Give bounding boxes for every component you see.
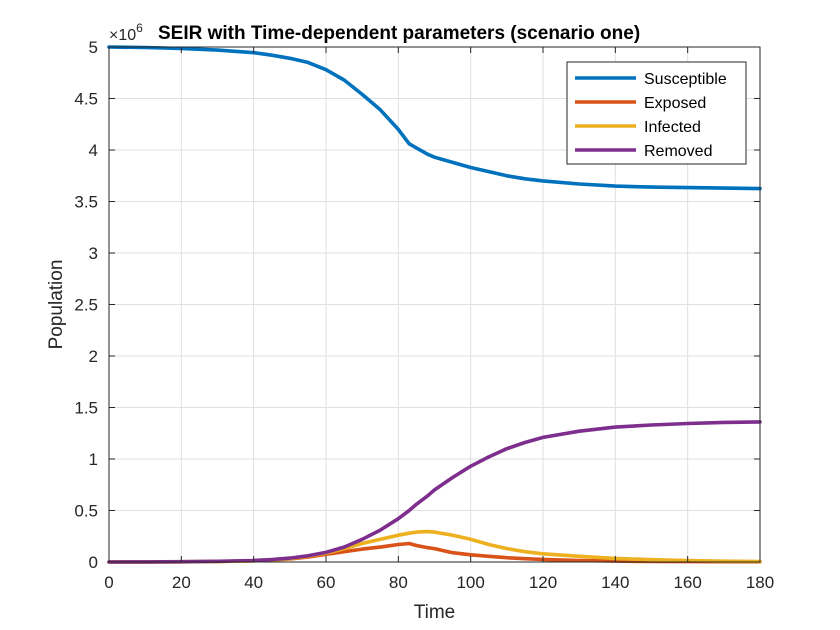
x-tick-label: 160 bbox=[673, 573, 701, 592]
y-tick-label: 2 bbox=[89, 347, 98, 366]
legend: Susceptible Exposed Infected Removed bbox=[566, 61, 747, 165]
y-tick-label: 3.5 bbox=[74, 193, 98, 212]
series-line-susceptible bbox=[107, 45, 762, 191]
x-tick-labels: 0 20 40 60 80 100 120 140 160 180 bbox=[104, 573, 774, 592]
y-tick-label: 3 bbox=[89, 244, 98, 263]
series-lines bbox=[107, 45, 762, 564]
axis-ticks bbox=[108, 46, 761, 563]
y-tick-label: 1.5 bbox=[74, 399, 98, 418]
y-tick-label: 1 bbox=[89, 450, 98, 469]
series-line-removed bbox=[107, 420, 762, 564]
y-tick-label: 4 bbox=[89, 141, 98, 160]
x-tick-label: 80 bbox=[389, 573, 408, 592]
x-tick-label: 140 bbox=[601, 573, 629, 592]
x-tick-label: 180 bbox=[746, 573, 774, 592]
y-axis-exponent: ×106 bbox=[109, 21, 143, 44]
grid-lines bbox=[108, 46, 761, 563]
x-tick-label: 40 bbox=[244, 573, 263, 592]
x-tick-label: 60 bbox=[317, 573, 336, 592]
y-tick-label: 2.5 bbox=[74, 296, 98, 315]
x-axis-label: Time bbox=[414, 602, 456, 623]
y-tick-label: 5 bbox=[89, 38, 98, 57]
y-tick-label: 0.5 bbox=[74, 502, 98, 521]
x-tick-label: 120 bbox=[529, 573, 557, 592]
legend-label-infected: Infected bbox=[644, 119, 701, 136]
y-axis-exponent-power: 6 bbox=[136, 21, 143, 35]
legend-entries: Susceptible Exposed Infected Removed bbox=[575, 71, 727, 160]
x-tick-label: 20 bbox=[172, 573, 191, 592]
y-axis-label: Population bbox=[46, 260, 67, 350]
legend-label-exposed: Exposed bbox=[644, 95, 706, 112]
y-tick-labels: 0 0.5 1 1.5 2 2.5 3 3.5 4 4.5 5 bbox=[74, 38, 98, 572]
chart-title: SEIR with Time-dependent parameters (sce… bbox=[158, 23, 640, 44]
y-tick-label: 0 bbox=[89, 553, 98, 572]
legend-label-susceptible: Susceptible bbox=[644, 71, 727, 88]
x-tick-label: 100 bbox=[456, 573, 484, 592]
x-tick-label: 0 bbox=[104, 573, 113, 592]
y-tick-label: 4.5 bbox=[74, 90, 98, 109]
legend-label-removed: Removed bbox=[644, 143, 712, 160]
y-axis-exponent-base: ×10 bbox=[109, 27, 136, 44]
